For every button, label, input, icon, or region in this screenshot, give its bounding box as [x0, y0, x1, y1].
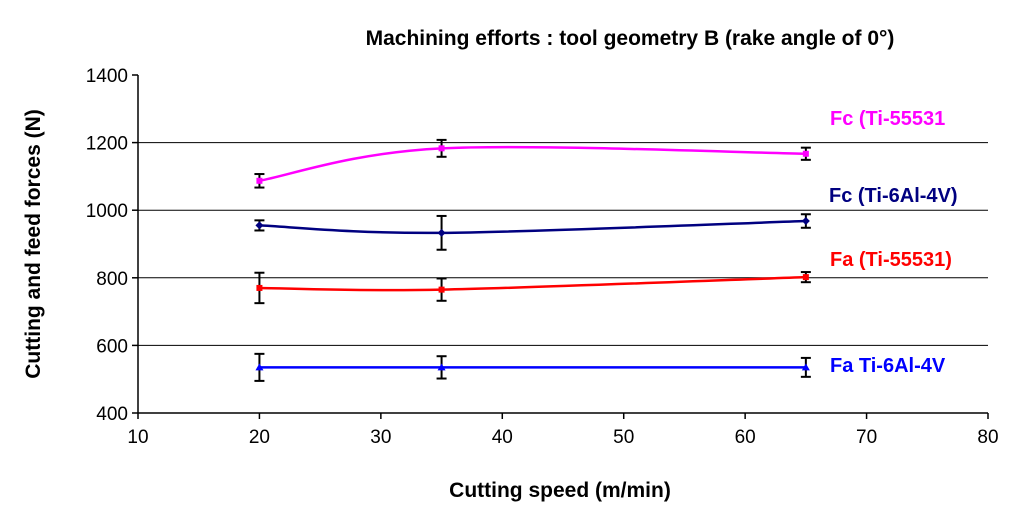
- x-tick-label: 70: [856, 427, 877, 448]
- x-axis-ticks: 10 20 30 40 50 60 70 80: [127, 413, 999, 448]
- y-tick-label: 600: [96, 336, 128, 357]
- x-tick-label: 60: [735, 427, 756, 448]
- x-tick-label: 20: [249, 427, 270, 448]
- y-tick-label: 1000: [86, 201, 128, 222]
- gridlines: [138, 142, 988, 346]
- data-point: [255, 221, 264, 230]
- x-tick-label: 40: [492, 427, 513, 448]
- data-point: [802, 150, 809, 157]
- x-axis-label: Cutting speed (m/min): [449, 479, 671, 502]
- x-tick-label: 50: [613, 427, 634, 448]
- series-line: [259, 145, 806, 183]
- series-label: Fa Ti-6Al-4V: [830, 355, 946, 377]
- x-tick-label: 80: [977, 427, 998, 448]
- series-label: Fa (Ti-55531): [830, 249, 952, 271]
- data-point: [437, 363, 446, 371]
- data-point: [256, 284, 263, 291]
- series-labels: Fc (Ti-55531 Fc (Ti-6Al-4V) Fa (Ti-55531) F…: [829, 108, 958, 377]
- series-layer: [254, 138, 811, 382]
- y-axis-label: Cutting and feed forces (N): [22, 109, 45, 379]
- series-label: Fc (Ti-6Al-4V): [829, 185, 958, 207]
- data-point: [802, 274, 809, 281]
- data-point: [438, 145, 445, 152]
- series-label: Fc (Ti-55531: [830, 108, 945, 130]
- data-point: [255, 363, 264, 371]
- data-point: [801, 217, 810, 226]
- series-line: [259, 275, 806, 292]
- y-tick-label: 800: [96, 269, 128, 290]
- data-point: [438, 286, 445, 293]
- y-tick-label: 1200: [86, 134, 128, 155]
- series-line: [259, 219, 806, 235]
- data-point: [801, 363, 810, 371]
- data-point: [437, 228, 446, 237]
- x-tick-label: 30: [370, 427, 391, 448]
- chart-title: Machining efforts : tool geometry B (rak…: [366, 27, 895, 50]
- y-tick-label: 400: [96, 404, 128, 425]
- data-point: [256, 177, 263, 184]
- y-axis-ticks: 400 600 800 1000 1200 1400: [86, 66, 138, 425]
- y-tick-label: 1400: [86, 66, 128, 87]
- x-tick-label: 10: [127, 427, 148, 448]
